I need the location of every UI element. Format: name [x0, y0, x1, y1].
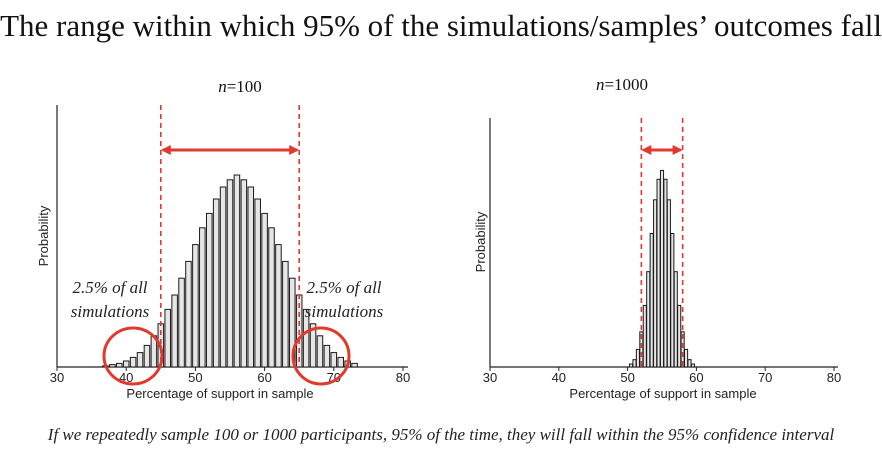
bar	[302, 308, 310, 368]
bar	[646, 271, 651, 368]
x-tick-label: 80	[827, 370, 841, 385]
x-axis-label: Percentage of support in sample	[126, 386, 313, 401]
bar	[351, 362, 358, 368]
bar	[677, 304, 682, 368]
bars-n1000	[628, 169, 696, 368]
ci-markers-n1000	[640, 118, 684, 367]
bar	[129, 356, 137, 368]
bar	[337, 356, 344, 368]
x-tick-label: 50	[620, 370, 634, 385]
bar	[212, 198, 220, 368]
bar	[233, 174, 241, 368]
chart-n1000: 30 40 50 60 70 80 Percentage of support in sa…	[473, 75, 841, 401]
x-tick-label: 80	[396, 370, 410, 385]
page-title: The range within which 95% of the simula…	[0, 8, 882, 43]
y-axis-label: Probability	[36, 205, 51, 266]
bar	[247, 186, 255, 368]
bar	[261, 212, 268, 368]
right-tail-annotation-line1: 2.5% of all	[306, 278, 381, 297]
ci-markers-n100	[160, 105, 301, 367]
bar	[663, 178, 668, 368]
x-axis-label: Percentage of support in sample	[569, 386, 756, 401]
n-label: n=100	[218, 77, 262, 96]
bar	[632, 359, 637, 368]
left-tail-annotation-line2: simulations	[71, 302, 150, 321]
y-axis-label: Probability	[473, 211, 488, 272]
bar	[109, 364, 116, 368]
bar	[649, 233, 654, 368]
bar	[659, 169, 665, 368]
left-tail-circle	[102, 326, 164, 386]
x-tick-label: 60	[689, 370, 703, 385]
bar	[240, 179, 248, 368]
bar	[635, 348, 640, 368]
bar	[185, 260, 192, 368]
bar	[642, 304, 647, 368]
bar	[275, 244, 282, 368]
x-tick-label: 40	[552, 370, 566, 385]
bar	[136, 352, 144, 368]
bar	[323, 344, 331, 368]
x-tick-label: 60	[257, 370, 271, 385]
x-tick-label: 30	[483, 370, 497, 385]
chart-n100: 30 40 50 60 70 80 Percentage of support in sa…	[36, 77, 410, 401]
bar	[690, 363, 696, 368]
bar	[684, 348, 689, 368]
bar	[205, 212, 213, 368]
x-tick-label: 30	[50, 370, 64, 385]
bar	[628, 363, 634, 368]
bar	[666, 199, 671, 368]
x-ticks-n1000: 30 40 50 60 70 80	[483, 367, 841, 385]
bar	[670, 233, 675, 368]
bar	[254, 198, 261, 368]
footer-caption: If we repeatedly sample 100 or 1000 part…	[47, 425, 835, 444]
bar	[226, 179, 234, 368]
bar	[687, 359, 692, 368]
n-label: n=1000	[596, 75, 648, 94]
bar	[192, 244, 199, 368]
bar	[164, 308, 171, 368]
bars-n100	[102, 174, 358, 368]
bar	[289, 277, 296, 368]
bar	[316, 335, 324, 368]
bar	[199, 227, 206, 368]
bar	[143, 344, 151, 368]
x-ticks-n100: 30 40 50 60 70 80	[50, 367, 410, 385]
bar	[122, 360, 130, 368]
bar	[656, 178, 661, 368]
bar	[219, 186, 227, 368]
right-tail-circle	[291, 326, 351, 386]
x-tick-label: 50	[188, 370, 202, 385]
bar	[268, 227, 275, 368]
x-tick-label: 70	[758, 370, 772, 385]
left-tail-annotation-line1: 2.5% of all	[72, 278, 147, 297]
bar	[309, 323, 317, 368]
bar	[171, 294, 178, 368]
bar	[282, 260, 289, 368]
bar	[330, 352, 338, 368]
right-tail-annotation-line2: simulations	[305, 302, 384, 321]
bar	[178, 277, 185, 368]
bar	[653, 199, 658, 368]
bar	[673, 271, 678, 368]
bar	[116, 362, 123, 368]
